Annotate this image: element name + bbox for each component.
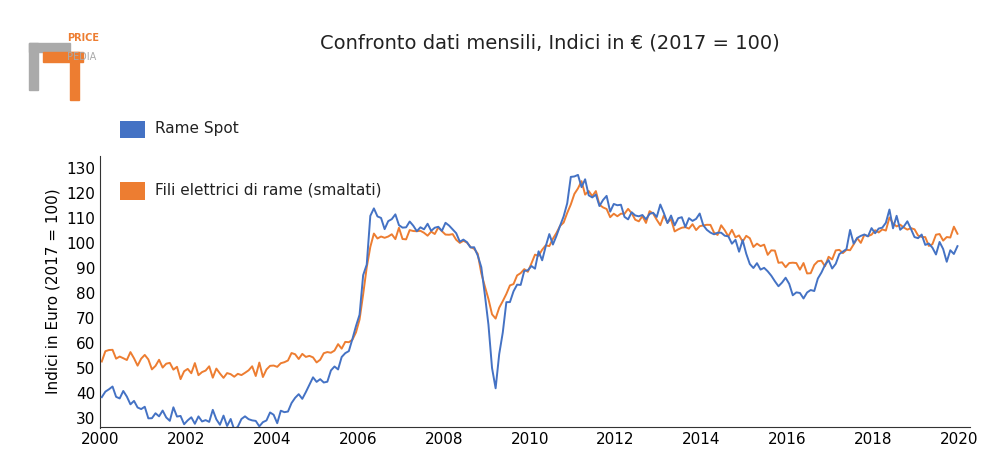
- Text: PEDIA: PEDIA: [67, 52, 96, 62]
- Text: PRICE: PRICE: [67, 33, 99, 43]
- Bar: [29, 43, 38, 90]
- Text: Rame Spot: Rame Spot: [155, 121, 239, 136]
- Bar: [29, 43, 70, 52]
- Y-axis label: Indici in Euro (2017 = 100): Indici in Euro (2017 = 100): [46, 189, 61, 394]
- Text: Fili elettrici di rame (smaltati): Fili elettrici di rame (smaltati): [155, 182, 382, 198]
- Bar: [42, 52, 83, 62]
- Bar: [70, 52, 78, 100]
- Text: Confronto dati mensili, Indici in € (2017 = 100): Confronto dati mensili, Indici in € (201…: [320, 33, 780, 52]
